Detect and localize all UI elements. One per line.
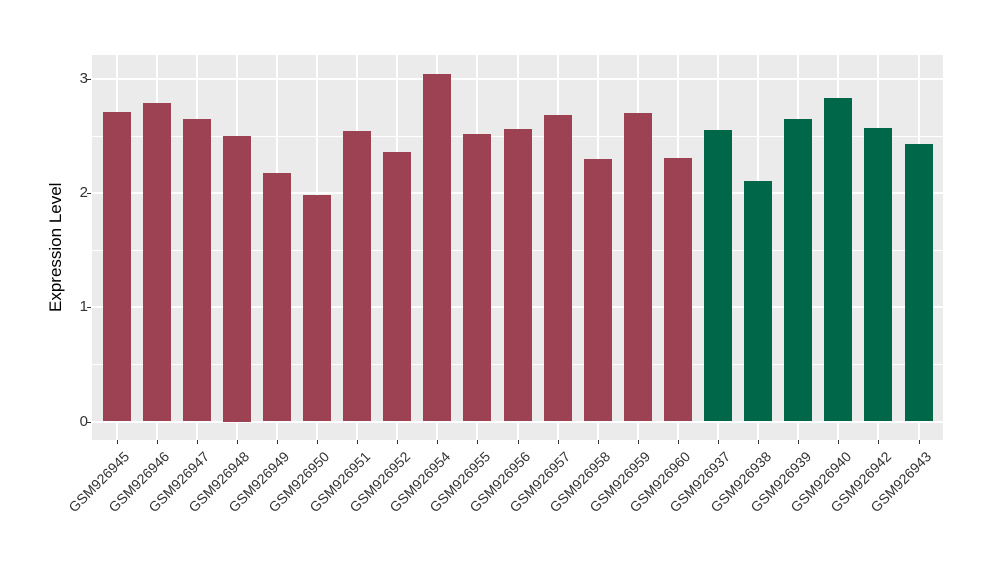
bar-GSM926952 bbox=[383, 151, 412, 422]
plot-panel bbox=[92, 55, 943, 440]
x-tick-mark-GSM926947 bbox=[196, 440, 198, 444]
x-tick-mark-GSM926939 bbox=[798, 440, 800, 444]
x-tick-mark-GSM926951 bbox=[357, 440, 359, 444]
bar-GSM926958 bbox=[583, 158, 612, 422]
bar-GSM926945 bbox=[102, 112, 131, 422]
bar-GSM926954 bbox=[423, 74, 452, 422]
bar-GSM926946 bbox=[142, 102, 171, 422]
y-tick-label-1: 1 bbox=[79, 298, 88, 316]
bar-GSM926940 bbox=[824, 98, 853, 422]
x-tick-mark-GSM926937 bbox=[718, 440, 719, 444]
x-tick-mark-GSM926959 bbox=[637, 440, 639, 444]
y-tick-mark-2 bbox=[87, 193, 91, 195]
x-tick-mark-GSM926950 bbox=[317, 440, 318, 444]
bar-GSM926943 bbox=[904, 143, 933, 422]
y-tick-label-3: 3 bbox=[79, 69, 88, 87]
bar-GSM926937 bbox=[704, 130, 732, 422]
x-tick-mark-GSM926952 bbox=[397, 440, 399, 444]
bar-GSM926938 bbox=[744, 180, 773, 422]
x-tick-mark-GSM926958 bbox=[597, 440, 599, 444]
y-tick-label-0: 0 bbox=[79, 412, 88, 430]
x-tick-mark-GSM926957 bbox=[557, 440, 559, 444]
x-tick-mark-GSM926955 bbox=[477, 440, 479, 444]
y-tick-mark-1 bbox=[87, 307, 91, 309]
x-tick-mark-GSM926940 bbox=[838, 440, 840, 444]
x-tick-mark-GSM926948 bbox=[236, 440, 238, 444]
bar-GSM926960 bbox=[663, 157, 692, 422]
bar-GSM926949 bbox=[262, 172, 291, 422]
y-axis-title: Expression Level bbox=[46, 182, 65, 313]
bar-GSM926951 bbox=[343, 131, 372, 422]
x-tick-mark-GSM926938 bbox=[758, 440, 760, 444]
x-tick-mark-GSM926943 bbox=[918, 440, 920, 444]
bar-GSM926948 bbox=[222, 136, 251, 422]
bar-GSM926950 bbox=[303, 195, 331, 422]
x-tick-mark-GSM926949 bbox=[276, 440, 278, 444]
bar-GSM926942 bbox=[864, 128, 893, 422]
x-tick-mark-GSM926954 bbox=[437, 440, 439, 444]
bar-GSM926957 bbox=[543, 115, 572, 422]
x-tick-mark-GSM926945 bbox=[116, 440, 118, 444]
bar-GSM926939 bbox=[784, 118, 813, 422]
x-tick-mark-GSM926960 bbox=[677, 440, 679, 444]
x-tick-mark-GSM926946 bbox=[156, 440, 158, 444]
bar-GSM926959 bbox=[623, 113, 652, 422]
bar-GSM926947 bbox=[182, 118, 211, 422]
x-tick-mark-GSM926942 bbox=[878, 440, 880, 444]
bar-GSM926956 bbox=[503, 129, 532, 422]
bar-GSM926955 bbox=[463, 133, 492, 422]
y-tick-mark-0 bbox=[87, 421, 91, 423]
x-tick-mark-GSM926956 bbox=[517, 440, 519, 444]
y-tick-label-2: 2 bbox=[79, 184, 88, 202]
y-tick-mark-3 bbox=[87, 78, 91, 80]
